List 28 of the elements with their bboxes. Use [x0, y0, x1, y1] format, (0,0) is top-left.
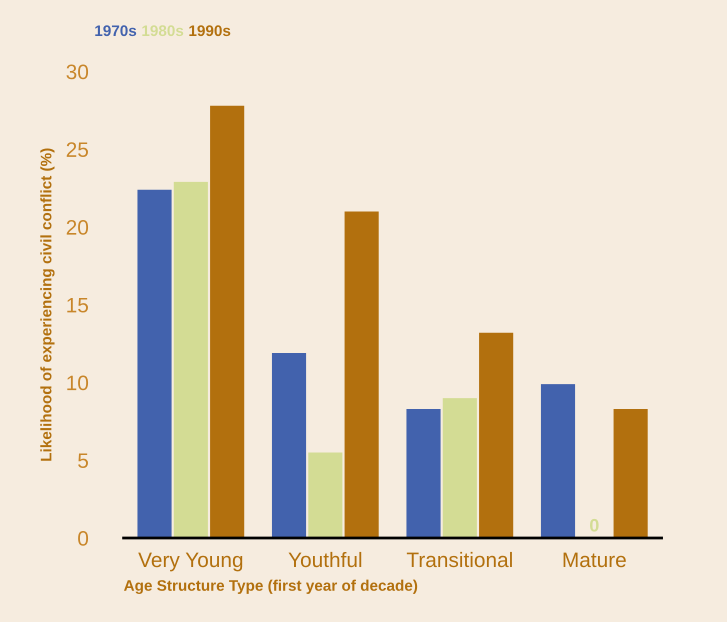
x-tick-label: Transitional: [406, 552, 512, 568]
bar: [406, 408, 441, 538]
x-axis-title: Age Structure Type (first year of decade): [124, 580, 418, 594]
bar: [540, 384, 576, 538]
bar: [442, 398, 477, 538]
bar: [344, 211, 379, 538]
bar: [308, 452, 342, 538]
bar: [272, 352, 306, 538]
bar: [174, 182, 208, 538]
y-tick-label: 10: [67, 376, 88, 390]
x-tick-label: Very Young: [138, 552, 242, 572]
y-axis-title: Likelihood of experiencing civil conflict (%): [40, 148, 55, 461]
text: 1990s: [189, 25, 230, 36]
x-tick-label: Mature: [564, 552, 626, 568]
text: 1970s: [95, 25, 136, 36]
y-tick-label: 25: [66, 142, 88, 158]
data-label: 0: [590, 518, 599, 532]
y-tick-label: 30: [66, 64, 88, 80]
text: 1980s: [142, 25, 184, 36]
bar: [210, 106, 244, 538]
x-tick-label: Youthful: [288, 552, 362, 568]
bar: [479, 332, 514, 538]
y-tick-label: 20: [66, 220, 88, 235]
y-tick-label: 5: [78, 453, 88, 468]
y-tick-label: 15: [67, 298, 88, 313]
bar: [137, 190, 172, 538]
y-tick-label: 0: [78, 531, 88, 546]
bar: [614, 408, 648, 538]
